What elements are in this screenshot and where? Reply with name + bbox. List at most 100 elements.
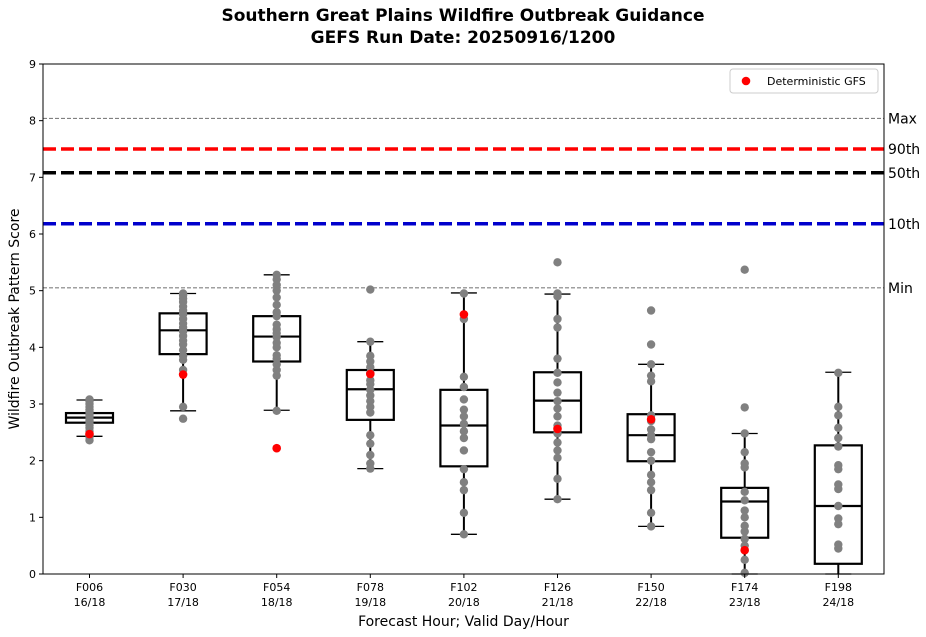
climatology-label: 50th (888, 166, 920, 182)
ensemble-member-point (459, 530, 469, 539)
ensemble-member-point (834, 368, 843, 378)
x-tick-label-hour: F150 (637, 581, 664, 594)
ensemble-member-point (553, 474, 562, 483)
ensemble-member-point (834, 514, 843, 523)
ensemble-member-point (553, 354, 562, 363)
ensemble-member-point (740, 487, 749, 497)
x-tick-label-hour: F126 (544, 581, 571, 594)
ensemble-member-point (553, 289, 562, 298)
ensemble-member-point (646, 447, 656, 457)
ensemble-member-point (366, 430, 375, 440)
ensemble-member-point (459, 446, 469, 455)
ensemble-member-point (740, 459, 749, 468)
deterministic-gfs-point (178, 370, 188, 379)
ensemble-member-point (85, 395, 94, 404)
y-tick-label: 9 (29, 58, 36, 71)
ensemble-member-point (272, 270, 281, 279)
ensemble-member-point (459, 419, 469, 429)
ensemble-member-point (459, 382, 469, 392)
y-axis-label: Wildfire Outbreak Pattern Score (7, 208, 23, 429)
deterministic-gfs-point (740, 545, 749, 555)
ensemble-member-point (553, 396, 562, 406)
ensemble-member-point (646, 508, 656, 517)
climatology-label: Min (888, 281, 913, 297)
x-tick-label-valid: 21/18 (542, 596, 574, 609)
x-tick-label-valid: 17/18 (167, 596, 199, 609)
y-tick-label: 8 (29, 115, 36, 128)
deterministic-gfs-point (272, 443, 282, 453)
ensemble-member-point (272, 300, 281, 310)
ensemble-member-point (646, 522, 656, 531)
x-axis-label: Forecast Hour; Valid Day/Hour (358, 614, 569, 630)
ensemble-member-point (366, 351, 375, 361)
x-tick-label-hour: F078 (357, 581, 384, 594)
ensemble-member-point (272, 293, 281, 302)
x-tick-label-hour: F174 (731, 581, 758, 594)
ensemble-member-point (740, 496, 749, 505)
ensemble-member-point (553, 438, 562, 447)
x-tick-label-hour: F006 (76, 581, 103, 594)
ensemble-member-point (553, 453, 562, 463)
climatology-label: Max (888, 111, 917, 127)
ensemble-member-point (646, 456, 656, 465)
climatology-label: 10th (888, 217, 920, 233)
ensemble-member-point (834, 442, 843, 451)
ensemble-member-point (366, 459, 375, 468)
ensemble-member-point (834, 411, 843, 420)
ensemble-member-point (740, 447, 749, 457)
ensemble-member-point (553, 388, 562, 397)
ensemble-member-point (740, 555, 749, 565)
x-tick-label-valid: 18/18 (261, 596, 293, 609)
legend-box (729, 68, 879, 94)
chart-title: Southern Great Plains Wildfire Outbreak … (221, 6, 705, 26)
ensemble-member-point (834, 540, 843, 549)
ensemble-member-point (459, 412, 469, 421)
ensemble-member-point (459, 289, 469, 298)
x-tick-label-hour: F054 (263, 581, 290, 594)
ensemble-member-point (459, 395, 469, 404)
ensemble-member-point (366, 450, 375, 460)
ensemble-member-point (178, 289, 188, 298)
ensemble-member-point (740, 513, 749, 522)
ensemble-member-point (740, 521, 749, 531)
ensemble-member-point (834, 433, 843, 443)
x-tick-label-valid: 24/18 (822, 596, 854, 609)
ensemble-member-point (366, 337, 375, 346)
deterministic-gfs-point (366, 369, 375, 379)
ensemble-member-point (553, 368, 562, 378)
ensemble-member-point (459, 508, 469, 517)
legend-marker (741, 76, 751, 86)
ensemble-member-point (834, 480, 843, 489)
y-tick-label: 5 (29, 285, 36, 298)
x-tick-label-valid: 16/18 (74, 596, 106, 609)
y-tick-label: 0 (29, 568, 36, 581)
deterministic-gfs-point (85, 429, 94, 439)
ensemble-member-point (834, 402, 843, 412)
ensemble-member-point (459, 427, 469, 436)
ensemble-member-point (553, 404, 562, 413)
ensemble-member-point (459, 478, 469, 487)
ensemble-member-point (553, 314, 562, 324)
ensemble-member-point (553, 495, 562, 504)
ensemble-member-point (553, 258, 562, 267)
x-tick-label-hour: F102 (450, 581, 477, 594)
chart-subtitle: GEFS Run Date: 20250916/1200 (310, 28, 616, 48)
ensemble-member-point (459, 485, 469, 495)
y-tick-label: 2 (29, 455, 36, 468)
ensemble-member-point (646, 340, 656, 349)
x-tick-label-valid: 23/18 (729, 596, 761, 609)
ensemble-member-point (553, 378, 562, 387)
x-tick-label-valid: 19/18 (354, 596, 386, 609)
deterministic-gfs-point (459, 310, 469, 319)
ensemble-member-point (178, 414, 188, 423)
x-tick-label-hour: F030 (169, 581, 196, 594)
y-tick-label: 3 (29, 398, 36, 411)
ensemble-member-point (459, 433, 469, 443)
ensemble-member-point (366, 439, 375, 448)
ensemble-member-point (553, 412, 562, 421)
ensemble-member-point (272, 308, 281, 317)
ensemble-member-point (646, 425, 656, 434)
ensemble-member-point (366, 376, 375, 385)
ensemble-member-point (740, 265, 749, 274)
